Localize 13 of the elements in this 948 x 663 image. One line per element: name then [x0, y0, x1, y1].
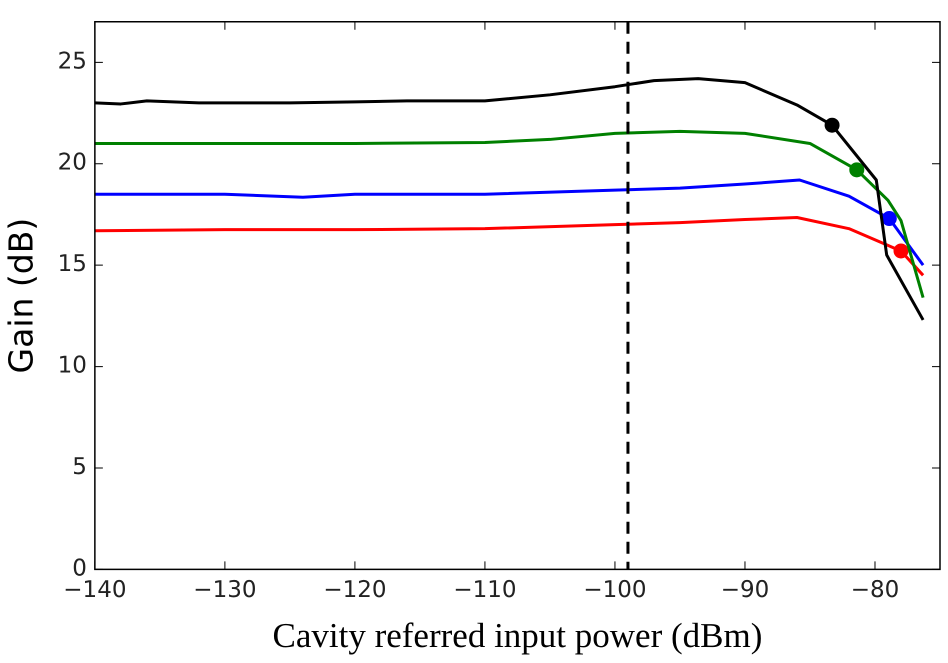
x-tick-label: −100 — [583, 577, 647, 604]
x-tick-label: −90 — [720, 577, 770, 604]
x-tick-label: −130 — [193, 577, 256, 604]
y-tick-label: 20 — [58, 150, 87, 176]
y-tick-label: 25 — [58, 48, 87, 74]
x-tick-label: −80 — [850, 577, 900, 604]
x-tick-label: −120 — [323, 577, 386, 604]
y-tick-label: 5 — [72, 454, 87, 480]
y-axis-title: Gain (dB) — [1, 218, 40, 374]
x-axis-title: Cavity referred input power (dBm) — [272, 616, 762, 656]
x-tick-label: −110 — [453, 577, 517, 604]
y-tick-label: 15 — [58, 251, 87, 278]
y-tick-label: 10 — [58, 352, 87, 379]
